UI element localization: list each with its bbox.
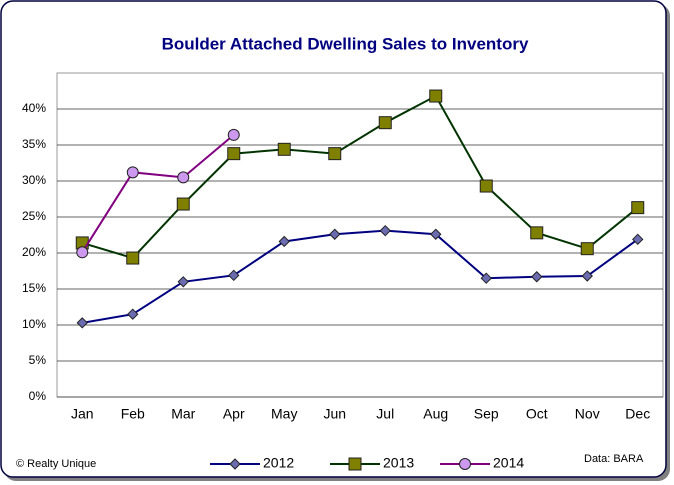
point bbox=[227, 128, 240, 141]
point bbox=[228, 269, 240, 282]
y-tick-label: 30% bbox=[22, 173, 46, 187]
x-tick-label: Oct bbox=[526, 406, 548, 422]
point bbox=[429, 89, 443, 103]
point bbox=[479, 179, 493, 193]
legend-label: 2012 bbox=[263, 455, 294, 471]
point bbox=[430, 228, 442, 240]
point bbox=[530, 226, 544, 240]
y-tick-label: 25% bbox=[22, 209, 46, 223]
point bbox=[126, 251, 140, 265]
x-tick-label: Mar bbox=[171, 406, 195, 422]
point bbox=[278, 235, 290, 248]
credit: © Realty Unique bbox=[16, 458, 96, 470]
x-tick-label: Jul bbox=[376, 406, 394, 422]
legend-marker bbox=[348, 457, 362, 471]
y-tick-label: 40% bbox=[22, 101, 46, 115]
point bbox=[531, 271, 543, 283]
y-tick-label: 5% bbox=[29, 353, 47, 367]
y-tick-label: 35% bbox=[22, 137, 46, 151]
x-tick-label: Jan bbox=[71, 406, 94, 422]
x-tick-label: Aug bbox=[423, 406, 448, 422]
point bbox=[632, 233, 644, 246]
plot-area bbox=[56, 72, 664, 398]
chart-title: Boulder Attached Dwelling Sales to Inven… bbox=[162, 34, 529, 53]
y-tick-label: 15% bbox=[22, 281, 46, 295]
series-line bbox=[82, 229, 639, 324]
series-line bbox=[81, 94, 639, 260]
point bbox=[177, 276, 189, 288]
point bbox=[480, 272, 492, 284]
x-tick-label: Jun bbox=[323, 406, 346, 422]
y-tick-label: 0% bbox=[29, 389, 47, 403]
x-tick-label: Feb bbox=[121, 406, 145, 422]
y-tick-label: 10% bbox=[22, 317, 46, 331]
x-tick-label: May bbox=[271, 406, 297, 422]
point bbox=[177, 171, 190, 184]
legend-label: 2014 bbox=[493, 455, 524, 471]
source: Data: BARA bbox=[584, 453, 644, 465]
series-line bbox=[81, 134, 235, 253]
point bbox=[227, 147, 241, 161]
point bbox=[76, 317, 88, 329]
x-tick-label: Dec bbox=[625, 406, 650, 422]
legend-label: 2013 bbox=[383, 455, 414, 471]
legend-marker bbox=[459, 458, 471, 470]
x-tick-label: Sep bbox=[474, 406, 499, 422]
point bbox=[581, 270, 593, 282]
x-tick-label: Nov bbox=[575, 406, 600, 422]
point bbox=[127, 308, 139, 320]
point bbox=[378, 116, 392, 130]
y-tick-label: 20% bbox=[22, 245, 46, 259]
point bbox=[631, 201, 645, 215]
point bbox=[126, 166, 139, 179]
point bbox=[580, 242, 594, 256]
point bbox=[379, 224, 391, 237]
point bbox=[328, 147, 342, 161]
legend-marker bbox=[229, 458, 241, 470]
point bbox=[277, 142, 291, 156]
point bbox=[176, 197, 190, 211]
point bbox=[329, 228, 341, 240]
x-tick-label: Apr bbox=[223, 406, 245, 422]
point bbox=[76, 246, 89, 259]
